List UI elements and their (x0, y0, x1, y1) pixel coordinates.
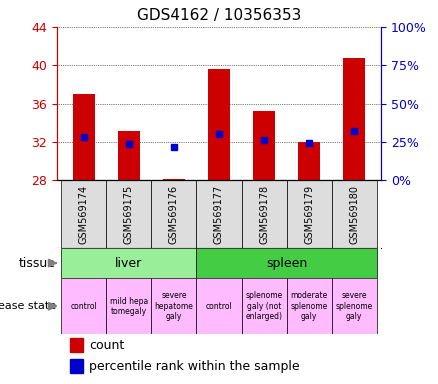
Text: splenome
galy (not
enlarged): splenome galy (not enlarged) (245, 291, 283, 321)
FancyBboxPatch shape (61, 180, 106, 248)
FancyBboxPatch shape (197, 180, 241, 248)
Text: GSM569175: GSM569175 (124, 184, 134, 244)
Bar (208, 69, 230, 180)
Text: tissue: tissue (19, 257, 56, 270)
FancyBboxPatch shape (286, 278, 332, 334)
Text: moderate
splenome
galy: moderate splenome galy (290, 291, 328, 321)
FancyBboxPatch shape (106, 278, 152, 334)
Title: GDS4162 / 10356353: GDS4162 / 10356353 (137, 8, 301, 23)
FancyBboxPatch shape (241, 180, 286, 248)
FancyBboxPatch shape (332, 180, 377, 248)
FancyBboxPatch shape (197, 278, 241, 334)
Bar (163, 179, 185, 180)
Text: GSM569177: GSM569177 (214, 184, 224, 244)
Bar (298, 142, 320, 180)
Bar (253, 111, 275, 180)
FancyBboxPatch shape (241, 278, 286, 334)
Bar (73, 94, 95, 180)
Text: GSM569176: GSM569176 (169, 185, 179, 243)
Bar (70, 359, 83, 373)
Text: GSM569178: GSM569178 (259, 185, 269, 243)
FancyBboxPatch shape (152, 278, 197, 334)
Bar (70, 338, 83, 352)
Text: GSM569179: GSM569179 (304, 185, 314, 243)
Text: spleen: spleen (266, 257, 307, 270)
Text: severe
splenome
galy: severe splenome galy (336, 291, 373, 321)
Text: disease state: disease state (0, 301, 56, 311)
Text: percentile rank within the sample: percentile rank within the sample (89, 360, 300, 373)
Text: liver: liver (115, 257, 143, 270)
Text: severe
hepatome
galy: severe hepatome galy (155, 291, 194, 321)
Text: GSM569180: GSM569180 (349, 185, 359, 243)
Text: control: control (71, 302, 97, 311)
FancyBboxPatch shape (332, 278, 377, 334)
FancyBboxPatch shape (61, 248, 197, 278)
Bar (343, 58, 365, 180)
Bar (118, 131, 140, 180)
FancyBboxPatch shape (106, 180, 152, 248)
FancyBboxPatch shape (152, 180, 197, 248)
Text: mild hepa
tomegaly: mild hepa tomegaly (110, 296, 148, 316)
Text: GSM569174: GSM569174 (79, 185, 89, 243)
FancyBboxPatch shape (197, 248, 377, 278)
Text: count: count (89, 339, 124, 352)
Text: control: control (205, 302, 233, 311)
FancyBboxPatch shape (61, 278, 106, 334)
FancyBboxPatch shape (286, 180, 332, 248)
